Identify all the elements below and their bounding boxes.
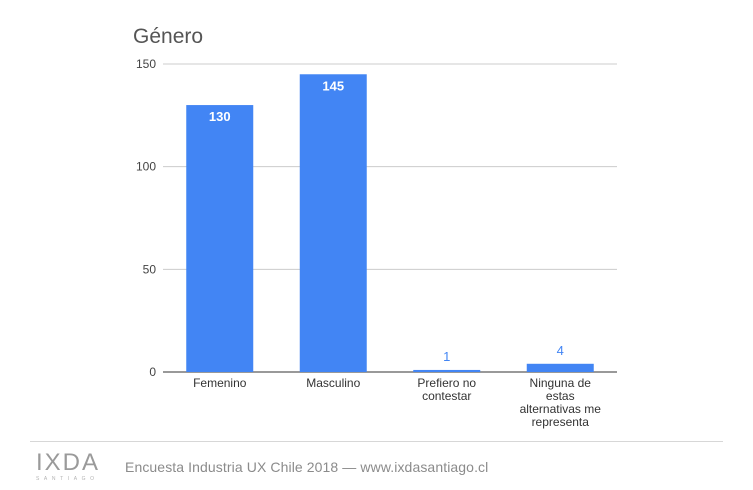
x-tick-label: Masculino [306,376,360,390]
footer: IXDA SANTIAGO Encuesta Industria UX Chil… [30,447,723,487]
x-tick-label-line: Prefiero no [417,376,476,390]
ixda-logo-text: IXDA [36,449,101,476]
data-label: 130 [209,109,231,124]
footer-caption: Encuesta Industria UX Chile 2018 — www.i… [125,459,489,475]
data-label: 145 [322,78,344,93]
ixda-logo-subtext: SANTIAGO [36,476,99,482]
y-tick-label: 150 [136,57,156,71]
chart: Género 0 50 100 150 130 Femenino 145 Masculino 1 P… [133,25,617,429]
bar [526,363,594,372]
bar [413,369,481,372]
x-tick-label: Femenino [193,376,247,390]
x-tick-label-line: contestar [422,389,471,403]
bar [299,74,367,373]
y-tick-label: 100 [136,160,156,174]
chart-title: Género [133,25,203,48]
data-label: 4 [557,343,564,358]
ixda-logo: IXDA SANTIAGO [36,449,101,483]
x-tick-label-line: representa [532,415,590,429]
x-tick-label-line: Masculino [306,376,360,390]
data-label: 1 [443,349,450,364]
y-tick-label: 50 [143,262,157,276]
bar [186,105,254,373]
y-tick-label: 0 [149,365,156,379]
x-tick-label: Ninguna de estas alternativas me representa [520,376,602,429]
x-tick-label-line: estas [546,389,575,403]
x-tick-label-line: Femenino [193,376,247,390]
bar-chart-svg: Género 0 50 100 150 130 Femenino 145 Masculino 1 P… [133,25,617,429]
x-tick-label-line: alternativas me [520,402,602,416]
footer-divider [30,441,723,442]
x-tick-label-line: Ninguna de [530,376,592,390]
x-tick-label: Prefiero no contestar [417,376,476,403]
